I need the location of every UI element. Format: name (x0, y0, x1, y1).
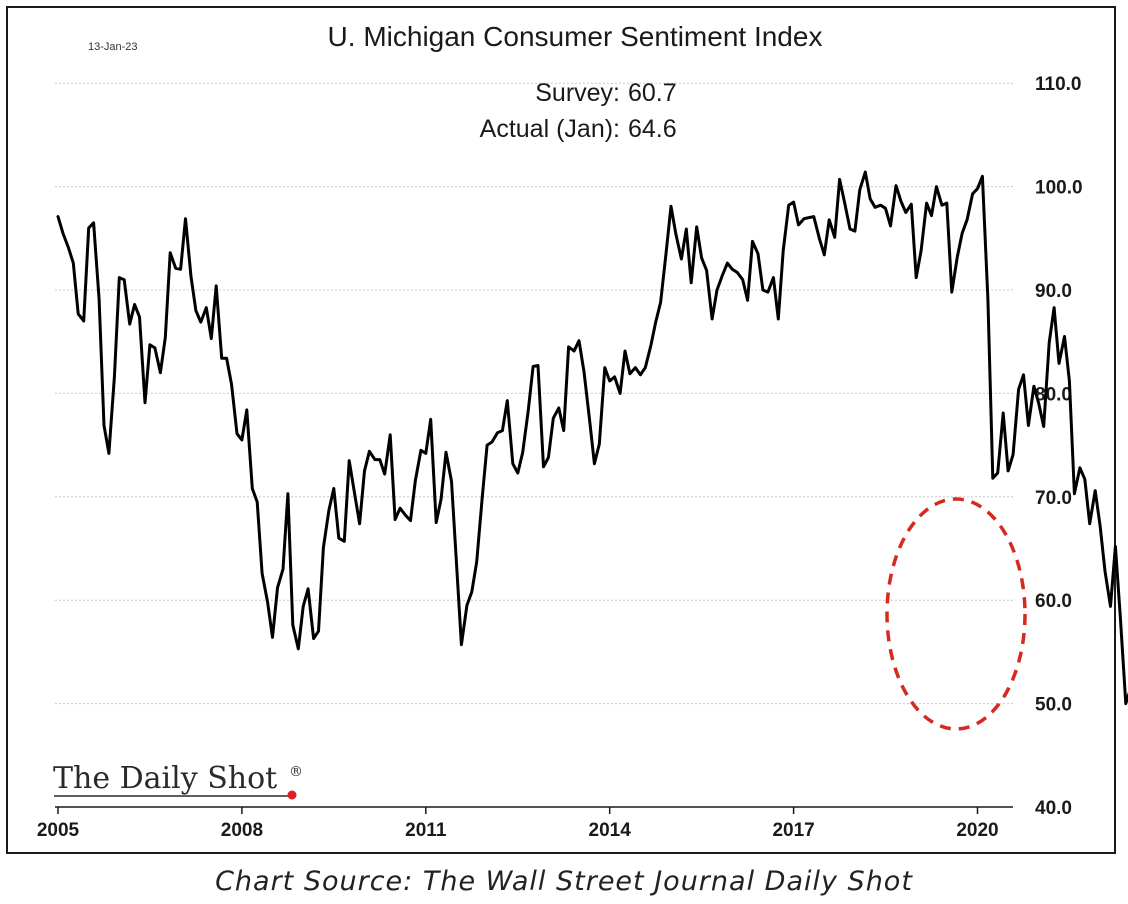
grid-lines (55, 82, 1013, 705)
y-tick-label: 80.0 (1035, 384, 1072, 405)
survey-annotation: Survey: 60.7 (535, 79, 676, 107)
y-axis-ticks: 40.0 50.0 60.0 70.0 80.0 90.0 100.0 110.0 (1035, 74, 1083, 819)
chart-frame (6, 6, 1116, 854)
logo-dot (287, 790, 297, 800)
x-tick-label: 2014 (589, 820, 632, 841)
x-tick-label: 2020 (956, 820, 998, 841)
chart-title: U. Michigan Consumer Sentiment Index (328, 21, 823, 52)
x-axis: 2005200820112014201720202023 (37, 806, 1013, 841)
y-tick-label: 40.0 (1035, 798, 1072, 819)
date-label: 13-Jan-23 (88, 41, 138, 53)
survey-value: 60.7 (628, 79, 677, 107)
actual-label: Actual (Jan): (480, 115, 620, 143)
y-tick-label: 50.0 (1035, 695, 1072, 716)
sentiment-line-chart: U. Michigan Consumer Sentiment Index 13-… (37, 21, 1128, 841)
actual-value: 64.6 (628, 115, 677, 143)
y-tick-label: 110.0 (1035, 74, 1082, 95)
highlight-ellipse (885, 497, 1027, 731)
survey-label: Survey: (535, 79, 620, 107)
y-tick-label: 70.0 (1035, 488, 1072, 509)
logo-mark: ® (289, 764, 303, 780)
actual-annotation: Actual (Jan): 64.6 (480, 115, 677, 143)
series-line (56, 170, 1128, 706)
x-tick-label: 2011 (405, 820, 447, 841)
x-tick-label: 2005 (37, 820, 80, 841)
chart-source: Chart Source: The Wall Street Journal Da… (215, 866, 913, 897)
y-tick-label: 90.0 (1035, 281, 1072, 302)
logo-text: The Daily Shot (53, 761, 277, 796)
daily-shot-logo: The Daily Shot ® (53, 761, 303, 800)
y-tick-label: 100.0 (1035, 178, 1083, 199)
x-tick-label: 2017 (772, 820, 814, 841)
x-tick-label: 2008 (221, 820, 263, 841)
y-tick-label: 60.0 (1035, 591, 1072, 612)
